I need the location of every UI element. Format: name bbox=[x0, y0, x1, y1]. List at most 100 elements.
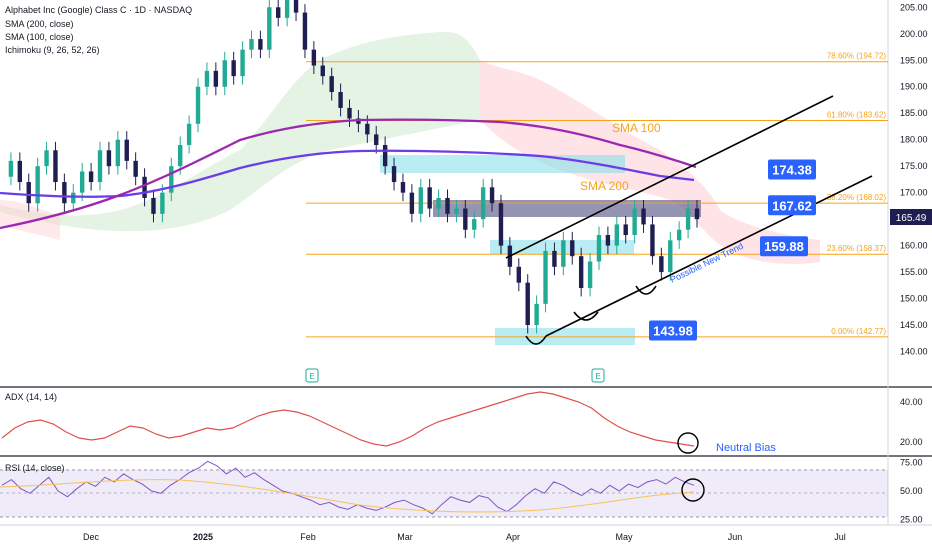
current-price-tag bbox=[890, 209, 932, 225]
price-tick-label: 180.00 bbox=[900, 135, 928, 145]
candle-body bbox=[650, 224, 655, 257]
price-tick-label: 195.00 bbox=[900, 55, 928, 65]
candle-body bbox=[685, 208, 691, 230]
candle-body bbox=[418, 187, 423, 214]
price-tick-label: 160.00 bbox=[900, 241, 928, 251]
candle-body bbox=[659, 256, 664, 273]
time-axis[interactable]: Dec 2025 Feb Mar Apr May Jun Jul bbox=[83, 532, 846, 542]
candle-body bbox=[382, 144, 388, 167]
sma-100-annotation: SMA 100 bbox=[612, 121, 661, 135]
price-tick-label: 175.00 bbox=[900, 161, 928, 171]
candle-body bbox=[222, 60, 227, 87]
rsi-title[interactable]: RSI (14, close) bbox=[5, 463, 65, 473]
price-label-text: 143.98 bbox=[653, 323, 693, 338]
candle-body bbox=[436, 197, 441, 209]
candle-body bbox=[641, 208, 646, 225]
price-tick-label: 185.00 bbox=[900, 108, 928, 118]
candle-body bbox=[489, 187, 495, 204]
fib-label: 38.20% (168.02) bbox=[827, 193, 886, 202]
candle-body bbox=[249, 39, 254, 50]
price-tick-label: 140.00 bbox=[900, 347, 928, 357]
candle-body bbox=[391, 166, 397, 183]
earnings-marker-feb[interactable]: E bbox=[305, 368, 319, 383]
candle-body bbox=[552, 250, 557, 267]
candle-body bbox=[498, 203, 504, 246]
candle-body bbox=[543, 250, 548, 304]
candle-body bbox=[614, 224, 620, 246]
candle-body bbox=[338, 92, 343, 108]
sma-200-annotation: SMA 200 bbox=[580, 179, 629, 193]
time-tick-label: Feb bbox=[300, 532, 316, 542]
adx-highlight-circle bbox=[677, 432, 699, 454]
earnings-marker-apr[interactable]: E bbox=[591, 368, 605, 383]
swing-low-2 bbox=[573, 311, 599, 321]
candle-body bbox=[8, 160, 14, 177]
candle-body bbox=[561, 240, 566, 267]
candle-body bbox=[623, 224, 628, 236]
candle-body bbox=[632, 208, 637, 236]
candle-body bbox=[53, 150, 58, 183]
candle-body bbox=[204, 70, 210, 87]
candle-body bbox=[302, 12, 308, 50]
supply-zone bbox=[433, 200, 701, 217]
candle-body bbox=[694, 208, 700, 220]
price-label-text: 174.38 bbox=[772, 162, 812, 177]
earnings-icon: E bbox=[595, 372, 600, 381]
price-label-box bbox=[768, 195, 816, 216]
candle-body bbox=[525, 282, 530, 326]
time-tick-label: Mar bbox=[397, 532, 413, 542]
time-tick-label: Jul bbox=[834, 532, 846, 542]
indicator-sma200[interactable]: SMA (200, close) bbox=[5, 19, 74, 29]
time-tick-label: Apr bbox=[506, 532, 520, 542]
candle-body bbox=[365, 123, 370, 135]
candle-body bbox=[160, 192, 165, 214]
adx-title[interactable]: ADX (14, 14) bbox=[5, 392, 57, 402]
candle-body bbox=[258, 39, 263, 50]
candle-body bbox=[596, 235, 602, 262]
adx-annotation: Neutral Bias bbox=[716, 442, 776, 454]
price-tick-label: 150.00 bbox=[900, 294, 928, 304]
candle-body bbox=[213, 70, 219, 87]
candle-body bbox=[133, 160, 138, 177]
price-tick-label: 190.00 bbox=[900, 82, 928, 92]
price-label-box bbox=[768, 159, 816, 180]
candle-body bbox=[480, 187, 486, 220]
channel-upper-line bbox=[505, 95, 834, 259]
candle-body bbox=[463, 208, 468, 230]
rsi-highlight-circle bbox=[681, 478, 705, 502]
indicator-ichimoku[interactable]: Ichimoku (9, 26, 52, 26) bbox=[5, 45, 100, 55]
price-tick-label: 200.00 bbox=[900, 29, 928, 39]
candle-body bbox=[445, 197, 450, 214]
sma-100-line bbox=[0, 118, 697, 230]
candle-body bbox=[400, 182, 406, 193]
rsi-signal-line bbox=[0, 479, 695, 513]
price-label-text: 159.88 bbox=[764, 239, 804, 254]
candle-body bbox=[311, 49, 317, 66]
indicator-sma100[interactable]: SMA (100, close) bbox=[5, 32, 74, 42]
rsi-tick-label: 25.00 bbox=[900, 515, 923, 525]
rsi-tick-label: 75.00 bbox=[900, 457, 923, 467]
candle-body bbox=[97, 150, 103, 183]
candle-body bbox=[71, 192, 76, 204]
swing-low-3 bbox=[635, 285, 657, 295]
candle-body bbox=[516, 266, 521, 283]
rsi-line bbox=[1, 460, 695, 515]
fib-label: 0.00% (142.77) bbox=[831, 327, 886, 336]
symbol-title[interactable]: Alphabet Inc (Google) Class C · 1D · NAS… bbox=[5, 5, 192, 15]
adx-axis: 20.00 40.00 bbox=[900, 397, 923, 447]
current-price-text: 165.49 bbox=[896, 213, 927, 224]
time-tick-label: 2025 bbox=[193, 532, 213, 542]
time-tick-label: Jun bbox=[728, 532, 743, 542]
rsi-axis: 25.00 50.00 75.00 bbox=[900, 457, 923, 524]
rsi-tick-label: 50.00 bbox=[900, 486, 923, 496]
candle-body bbox=[178, 144, 183, 167]
price-candles bbox=[8, 0, 700, 334]
candle-body bbox=[142, 176, 147, 198]
candle-body bbox=[186, 123, 192, 145]
price-tick-label: 205.00 bbox=[900, 2, 928, 12]
chart-header: Alphabet Inc (Google) Class C · 1D · NAS… bbox=[5, 5, 192, 55]
price-tick-label: 145.00 bbox=[900, 320, 928, 330]
candle-body bbox=[267, 7, 272, 50]
candle-body bbox=[293, 0, 299, 13]
